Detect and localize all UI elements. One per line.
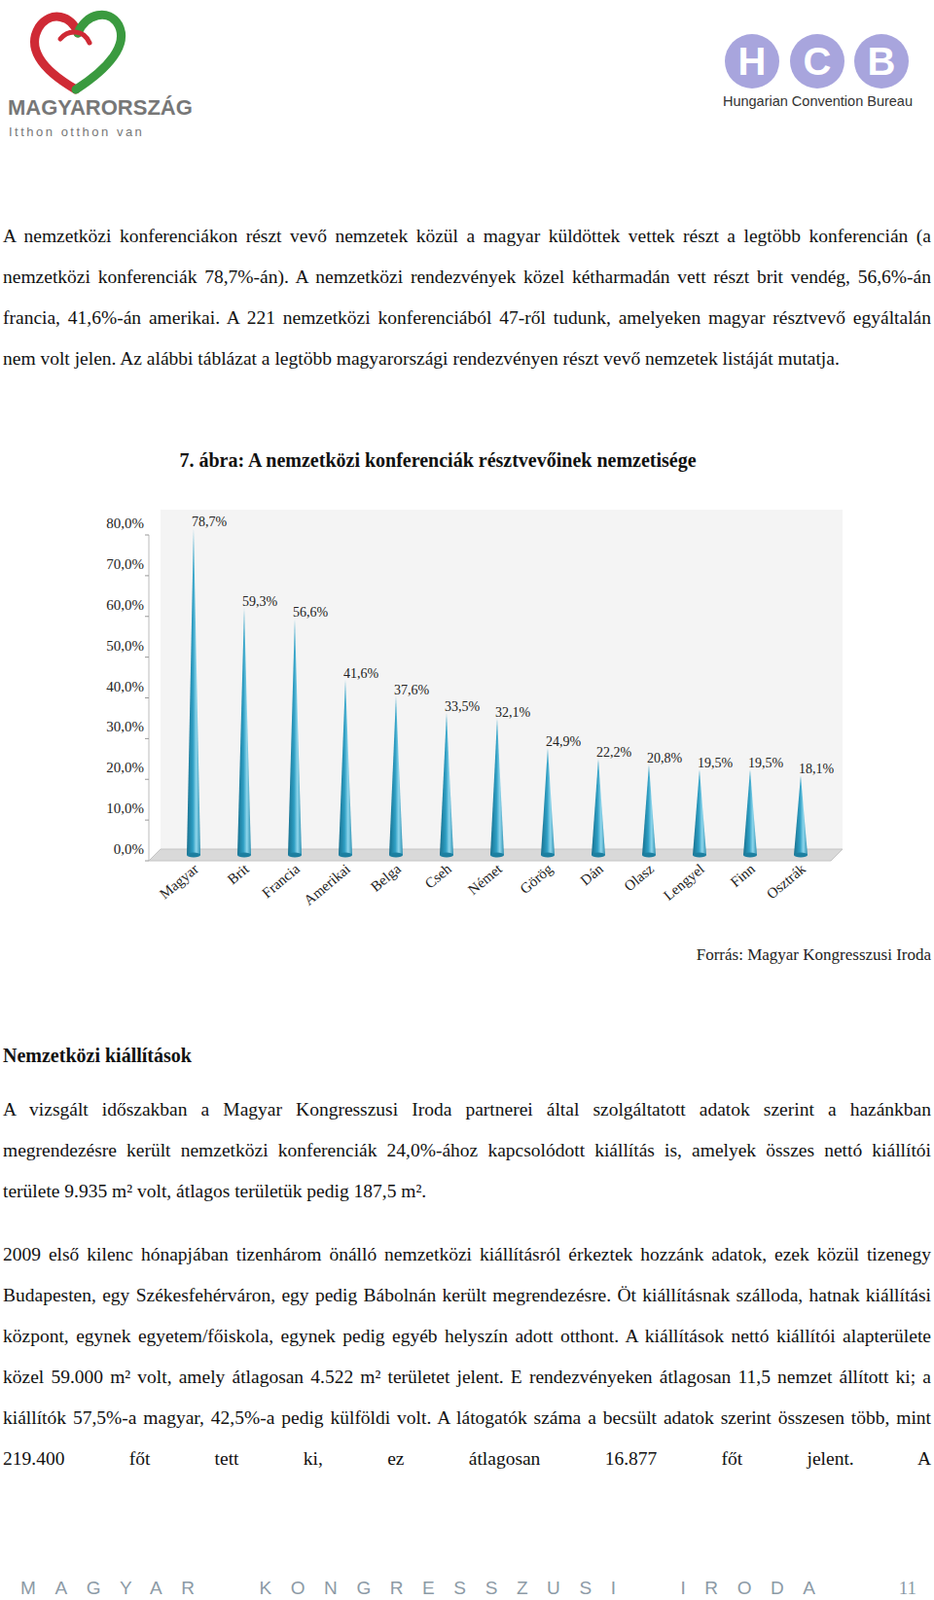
bar <box>287 618 302 856</box>
x-tick-label: Belga <box>367 861 404 896</box>
x-tick-label: Olasz <box>620 861 657 895</box>
y-tick <box>144 779 149 781</box>
y-tick <box>144 656 149 658</box>
bar <box>237 608 252 856</box>
logo-name: Hungarian Convention Bureau <box>722 93 913 109</box>
bar <box>642 764 656 856</box>
x-tick-label: Magyar <box>156 861 202 902</box>
footer-text: MAGYAR KONGRESSZUSI IRODA <box>20 1575 835 1600</box>
bar-base <box>490 853 504 859</box>
paragraph: 2009 első kilenc hónapjában tizenhárom ö… <box>2 1234 932 1480</box>
bar-base <box>591 853 606 859</box>
x-tick-label: Német <box>465 861 506 899</box>
bar-base <box>743 853 757 859</box>
bar-base <box>186 853 201 859</box>
data-label: 32,1% <box>495 705 532 720</box>
logo-slogan: Itthon otthon van <box>8 124 144 140</box>
bar <box>186 528 201 856</box>
bar-base <box>338 853 353 859</box>
bar <box>338 680 353 856</box>
bar-base <box>287 853 302 859</box>
y-tick-label: 20,0% <box>106 759 144 776</box>
x-tick-label: Finn <box>727 861 759 891</box>
data-label: 33,5% <box>444 699 481 715</box>
bar-base <box>439 853 454 859</box>
bar-base <box>793 853 808 859</box>
logo-circle <box>724 34 780 89</box>
data-label: 18,1% <box>798 761 835 777</box>
y-tick-label: 60,0% <box>106 597 144 613</box>
right-logo: HCB Hungarian Convention Bureau <box>722 34 913 109</box>
data-label: 78,7% <box>191 514 228 530</box>
bar-base <box>389 853 403 859</box>
chart: 0,0% 10,0% 20,0% 30,0% 40,0% 50,0% 60,0% 70,0% 8… <box>0 0 934 973</box>
data-label: 19,5% <box>697 755 734 771</box>
data-label: 20,8% <box>646 751 683 766</box>
logo-circle <box>854 34 909 89</box>
heart-swirl <box>60 32 90 43</box>
heart-red <box>35 16 78 90</box>
y-tick-label: 10,0% <box>106 800 144 817</box>
x-tick-label: Francia <box>258 861 303 901</box>
y-tick <box>144 820 149 822</box>
logo-circle <box>790 34 845 89</box>
bar-base <box>642 853 656 859</box>
data-label: 24,9% <box>545 734 582 750</box>
y-tick <box>144 574 149 576</box>
paragraph: A vizsgált időszakban a Magyar Kongressz… <box>2 1089 932 1213</box>
bar <box>540 748 555 856</box>
logo-letter: B <box>867 39 897 83</box>
y-tick-label: 50,0% <box>106 638 144 654</box>
left-logo: MAGYARORSZÁG Itthon otthon van <box>7 14 193 140</box>
y-tick <box>144 861 149 863</box>
bar-base <box>237 853 252 859</box>
bar <box>389 696 403 856</box>
source-note: Forrás: Magyar Kongresszusi Iroda <box>696 943 932 968</box>
y-tick-label: 0,0% <box>113 841 144 858</box>
section-heading: Nemzetközi kiállítások <box>2 1041 192 1071</box>
bar <box>439 713 454 856</box>
y-tick-label: 30,0% <box>106 718 144 735</box>
x-tick-label: Dán <box>576 861 607 890</box>
data-label: 59,3% <box>242 594 279 610</box>
data-label: 19,5% <box>748 755 785 771</box>
x-tick-label: Amerikai <box>300 861 354 909</box>
bar <box>490 718 504 856</box>
header-logos: MAGYARORSZÁG Itthon otthon van HCB Hungaria… <box>0 0 934 156</box>
y-tick-label: 70,0% <box>106 556 144 573</box>
data-label: 22,2% <box>596 745 633 760</box>
data-label: 41,6% <box>343 666 380 682</box>
page-number: 11 <box>898 1575 917 1600</box>
data-label: 56,6% <box>292 605 329 620</box>
y-tick-label: 40,0% <box>106 679 144 695</box>
logo-letter: H <box>738 39 767 83</box>
bar <box>793 775 808 856</box>
figure-title: 7. ábra: A nemzetközi konferenciák részt… <box>0 445 876 475</box>
logo-title: MAGYARORSZÁG <box>7 95 193 120</box>
back-wall <box>160 509 843 850</box>
bar <box>591 758 606 856</box>
bar-base <box>540 853 555 859</box>
data-label: 37,6% <box>394 682 431 698</box>
bar <box>692 769 707 856</box>
x-tick-label: Cseh <box>422 861 456 893</box>
paragraph: A nemzetközi konferenciákon részt vevő n… <box>2 215 932 380</box>
x-tick-label: Osztrák <box>763 861 809 903</box>
y-tick <box>144 535 149 537</box>
y-tick <box>144 738 149 740</box>
bar <box>743 769 757 856</box>
x-tick-label: Brit <box>224 861 253 889</box>
x-tick-label: Görög <box>516 861 556 898</box>
heart-green <box>75 14 122 90</box>
y-tick <box>144 697 149 699</box>
logo-letter: C <box>803 39 832 83</box>
bar-base <box>692 853 707 859</box>
x-tick-label: Lengyel <box>660 861 708 904</box>
y-tick-label: 80,0% <box>106 515 144 532</box>
bars <box>186 528 808 858</box>
y-tick <box>144 615 149 617</box>
